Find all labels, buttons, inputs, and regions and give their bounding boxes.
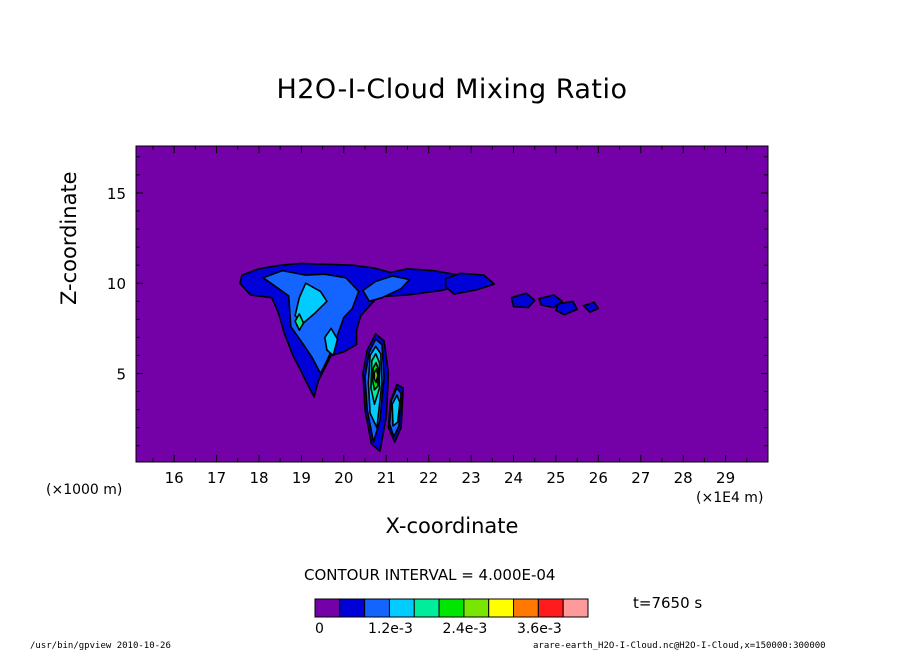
contour-region-level-1 xyxy=(510,292,536,309)
contour-region-level-1 xyxy=(555,300,578,316)
footer-left: /usr/bin/gpview 2010-10-26 xyxy=(30,641,171,651)
colorbar-tick-label: 1.2e-3 xyxy=(368,621,413,637)
x-tick-label: 23 xyxy=(462,469,481,487)
x-tick-label: 18 xyxy=(249,469,268,487)
x-tick-label: 16 xyxy=(165,469,184,487)
y-tick-label: 15 xyxy=(107,185,126,203)
x-tick-label: 25 xyxy=(546,469,565,487)
chart-title: H2O-I-Cloud Mixing Ratio xyxy=(276,74,628,105)
colorbar-swatch xyxy=(438,598,465,618)
time-label: t=7650 s xyxy=(633,594,703,612)
contour-region-level-1 xyxy=(582,301,600,313)
x-unit-note: (×1E4 m) xyxy=(696,490,764,506)
plot-area xyxy=(136,146,768,462)
colorbar-swatch xyxy=(562,598,589,618)
colorbar-swatch xyxy=(314,598,341,618)
contour-region-level-2 xyxy=(362,275,411,303)
x-tick-label: 27 xyxy=(631,469,650,487)
x-tick-label: 29 xyxy=(716,469,735,487)
colorbar-swatch xyxy=(339,598,366,618)
colorbar-swatch xyxy=(537,598,564,618)
y-tick-label: 10 xyxy=(107,275,126,293)
x-tick-label: 28 xyxy=(674,469,693,487)
x-tick-label: 24 xyxy=(504,469,523,487)
colorbar-swatch xyxy=(488,598,515,618)
axes: 16 17 18 19 20 21 22 23 24 25 26 27 28 29 5 10 15 xyxy=(107,145,769,487)
colorbar-swatch xyxy=(413,598,440,618)
colorbar-swatch xyxy=(364,598,390,618)
contour-region-level-6 xyxy=(373,368,379,384)
x-tick-label: 19 xyxy=(292,469,311,487)
x-tick-label: 26 xyxy=(589,469,608,487)
colorbar-swatch xyxy=(388,598,415,618)
contour-region-level-3 xyxy=(294,282,328,324)
x-tick-label: 21 xyxy=(377,469,396,487)
colorbar: 0 1.2e-3 2.4e-3 3.6e-3 xyxy=(314,598,589,637)
x-tick-label: 17 xyxy=(207,469,226,487)
colorbar-tick-label: 0 xyxy=(315,621,324,637)
plot-frame xyxy=(135,145,769,463)
colorbar-swatch xyxy=(463,598,490,618)
colorbar-swatch xyxy=(513,598,539,618)
colorbar-tick-label: 3.6e-3 xyxy=(517,621,562,637)
y-tick-label: 5 xyxy=(116,366,126,384)
x-axis-label: X-coordinate xyxy=(385,514,519,538)
colorbar-tick-label: 2.4e-3 xyxy=(442,621,487,637)
contour-region-level-1 xyxy=(444,272,496,295)
contour-region-level-3 xyxy=(391,394,401,427)
x-tick-label: 22 xyxy=(419,469,438,487)
x-tick-label: 20 xyxy=(334,469,353,487)
contour-interval-label: CONTOUR INTERVAL = 4.000E-04 xyxy=(304,566,556,584)
contour-region-level-4 xyxy=(294,313,305,332)
contour-region-level-3 xyxy=(323,327,339,357)
y-unit-note: (×1000 m) xyxy=(46,482,123,498)
plot-background xyxy=(136,146,768,462)
y-axis-label: Z-coordinate xyxy=(57,171,81,305)
footer-right: arare-earth_H2O-I-Cloud.nc@H2O-I-Cloud,x… xyxy=(533,641,826,651)
